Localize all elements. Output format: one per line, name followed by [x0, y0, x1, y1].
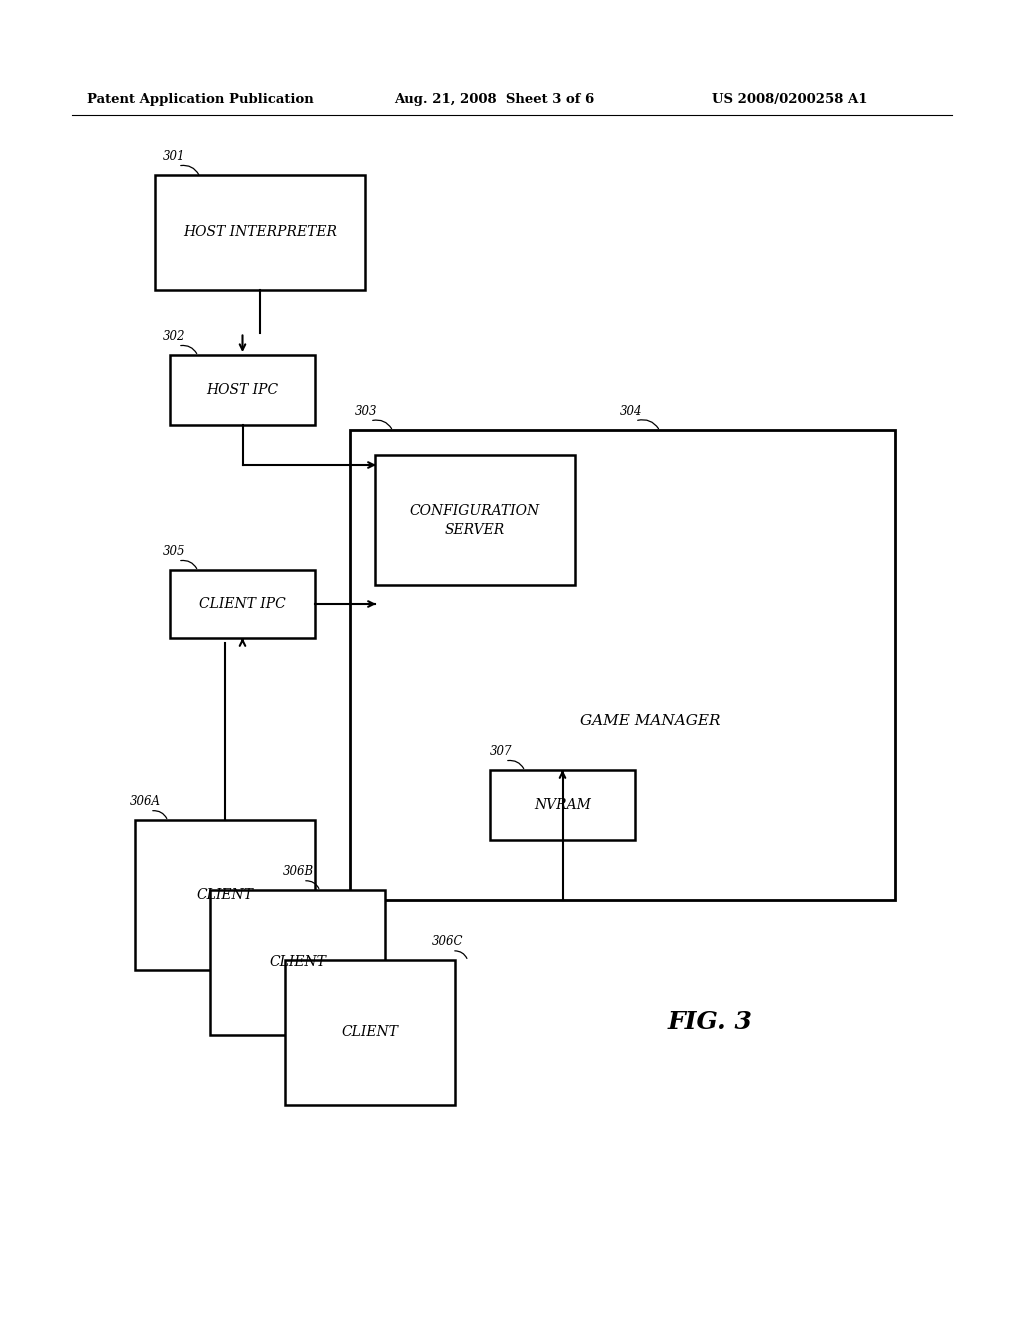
Text: 302: 302	[163, 330, 185, 343]
Text: US 2008/0200258 A1: US 2008/0200258 A1	[712, 94, 867, 107]
Text: 304: 304	[620, 405, 642, 418]
Text: CLIENT: CLIENT	[197, 888, 253, 902]
Bar	[155, 176, 365, 290]
Text: Patent Application Publication: Patent Application Publication	[87, 94, 313, 107]
Bar	[285, 960, 455, 1105]
Text: 307: 307	[490, 744, 512, 758]
Text: 306A: 306A	[130, 795, 161, 808]
Bar	[210, 890, 385, 1035]
Bar	[375, 455, 575, 585]
Text: GAME MANAGER: GAME MANAGER	[580, 714, 720, 729]
Text: FIG. 3: FIG. 3	[668, 1010, 753, 1034]
Text: HOST IPC: HOST IPC	[207, 383, 279, 397]
Text: CLIENT IPC: CLIENT IPC	[199, 597, 286, 611]
Text: CONFIGURATION: CONFIGURATION	[410, 504, 540, 517]
Bar	[170, 355, 315, 425]
Text: 306C: 306C	[432, 935, 464, 948]
Bar	[490, 770, 635, 840]
Text: CLIENT: CLIENT	[342, 1026, 398, 1040]
Bar	[170, 570, 315, 638]
Text: 301: 301	[163, 150, 185, 162]
Text: HOST INTERPRETER: HOST INTERPRETER	[183, 226, 337, 239]
Bar	[350, 430, 895, 900]
Text: Aug. 21, 2008  Sheet 3 of 6: Aug. 21, 2008 Sheet 3 of 6	[394, 94, 595, 107]
Text: 305: 305	[163, 545, 185, 558]
Text: 306B: 306B	[283, 865, 314, 878]
Text: 303: 303	[355, 405, 378, 418]
Text: CLIENT: CLIENT	[269, 956, 326, 969]
Bar	[135, 820, 315, 970]
Text: NVRAM: NVRAM	[535, 799, 591, 812]
Text: SERVER: SERVER	[444, 523, 505, 537]
